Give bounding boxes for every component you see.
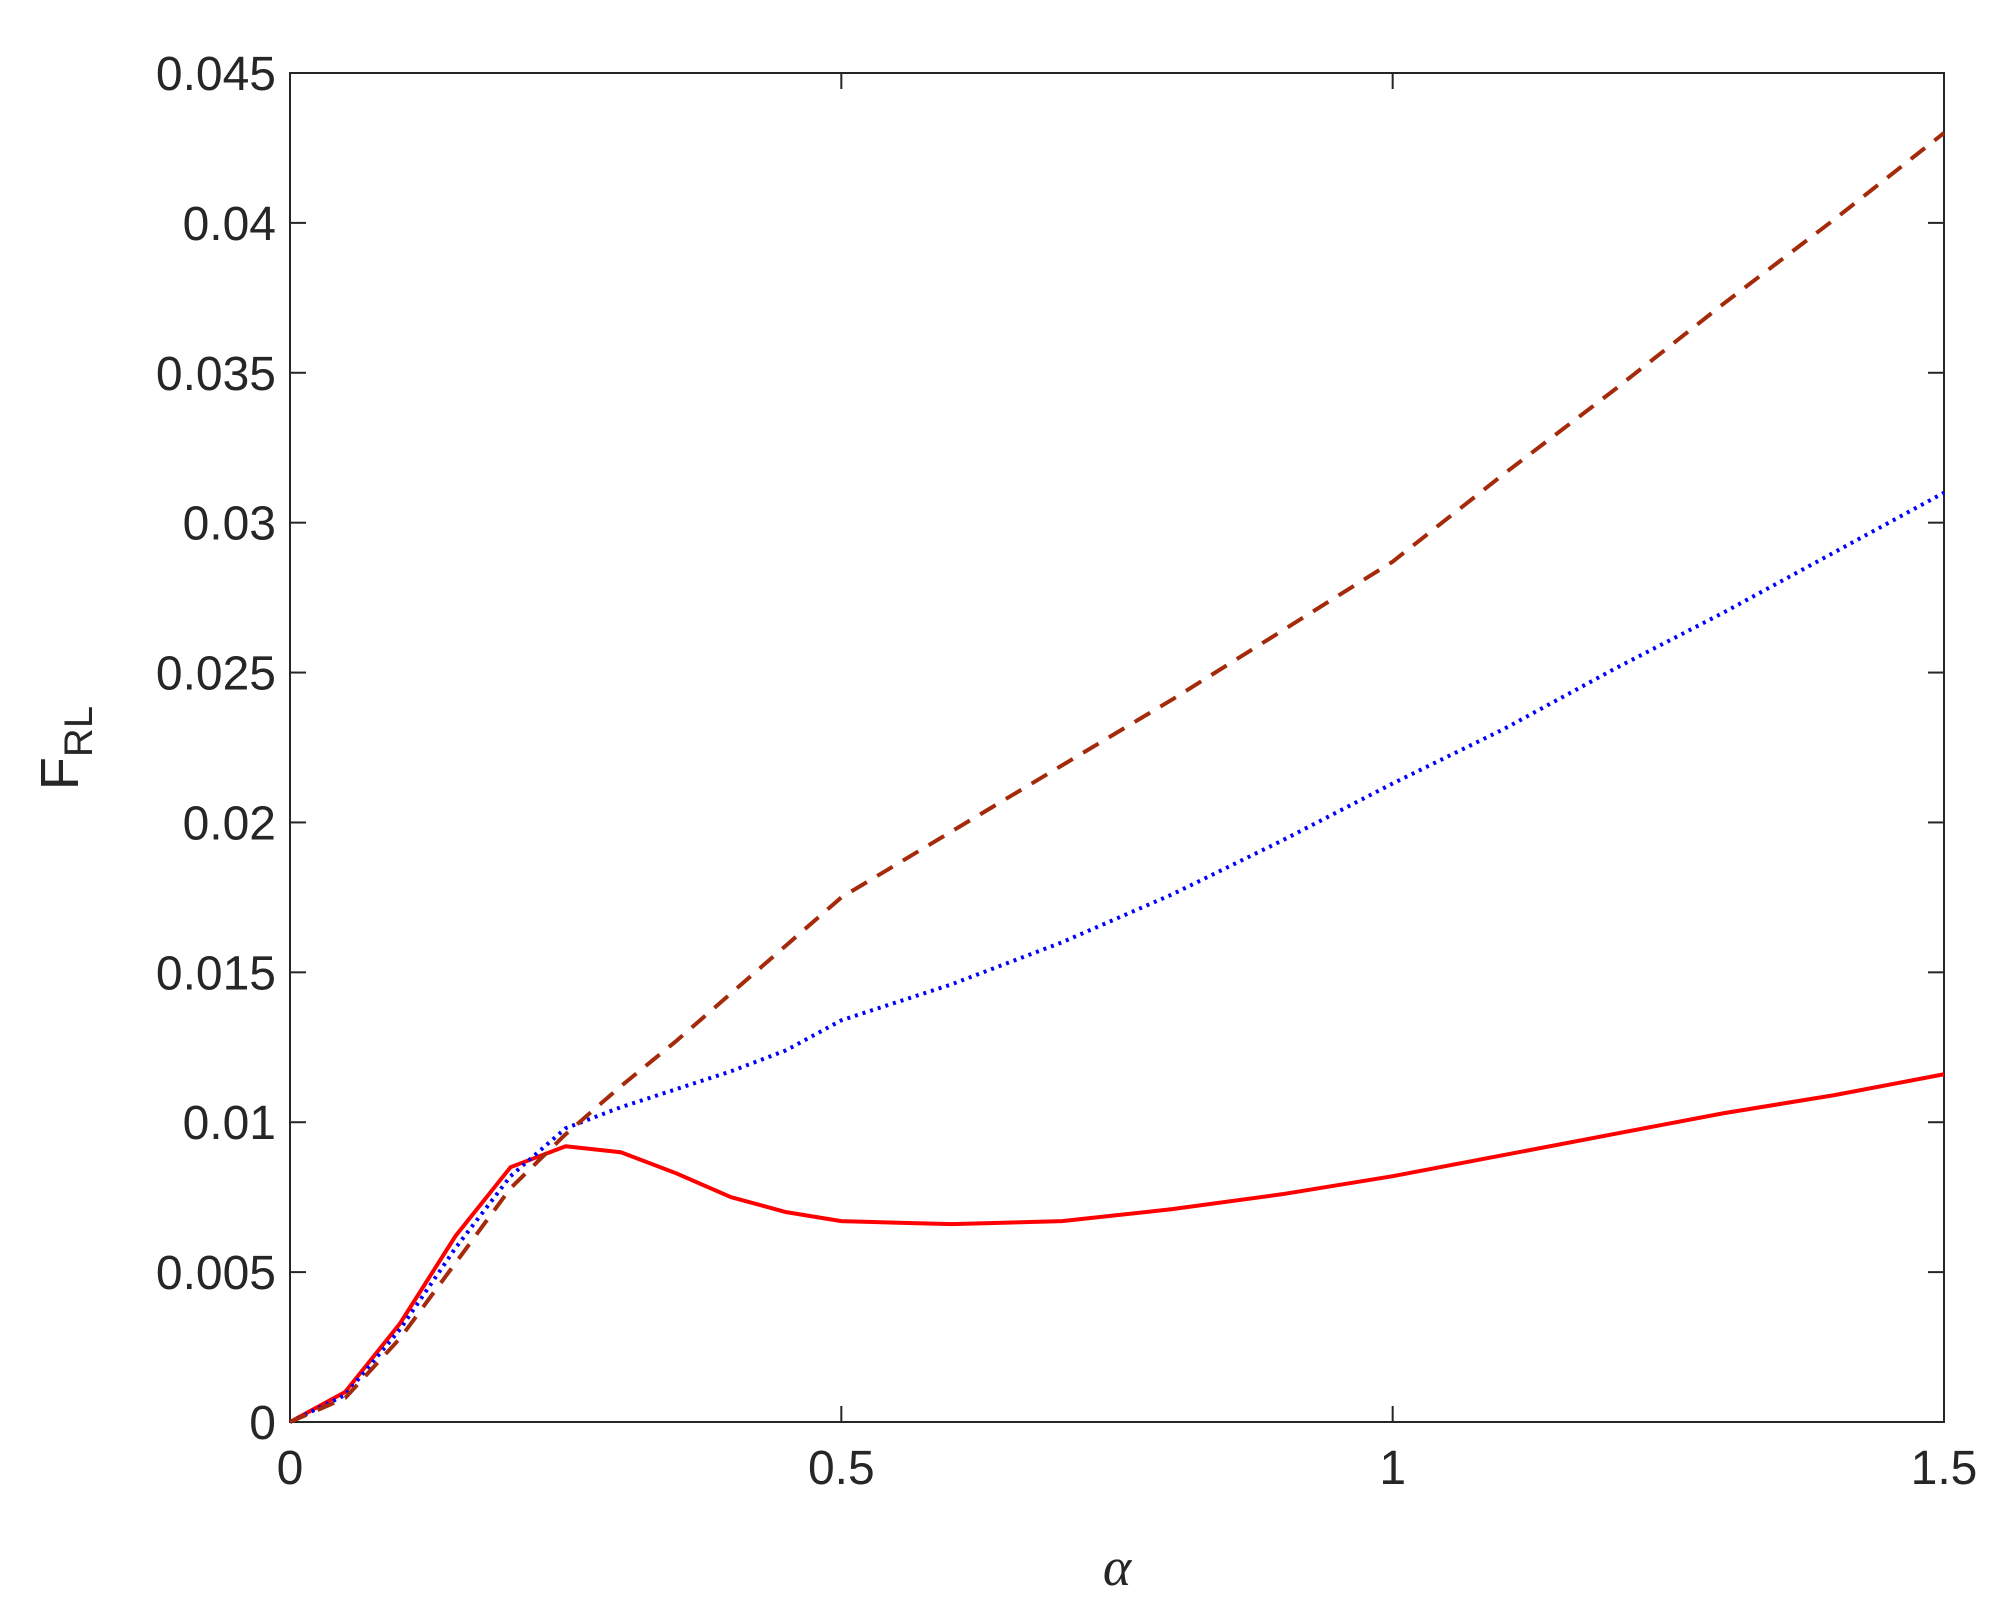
y-tick-label: 0.025 bbox=[156, 648, 276, 701]
series-line bbox=[289, 131, 1946, 1424]
x-tick-label: 1.5 bbox=[1911, 1442, 1978, 1495]
y-axis-title: FRL bbox=[30, 706, 101, 790]
y-tick-label: 0.005 bbox=[156, 1247, 276, 1300]
y-tick-label: 0.01 bbox=[183, 1097, 276, 1150]
y-tick-label: 0.02 bbox=[183, 797, 276, 850]
x-tick-label: 1 bbox=[1379, 1442, 1406, 1495]
y-label-subscript: RL bbox=[57, 706, 101, 757]
series-line bbox=[289, 490, 1945, 1424]
y-label: F bbox=[30, 757, 90, 790]
x-tick-label: 0 bbox=[277, 1442, 304, 1495]
y-tick-label: 0.03 bbox=[183, 498, 276, 551]
y-tick-label: 0.015 bbox=[156, 947, 276, 1000]
x-axis-title: α bbox=[1103, 1537, 1133, 1597]
y-tick-label: 0.035 bbox=[156, 348, 276, 401]
y-axis-title-main: FRL bbox=[30, 706, 101, 790]
series-line bbox=[289, 1072, 1945, 1424]
plot-frame bbox=[289, 72, 1945, 1423]
y-tick-label: 0.045 bbox=[156, 48, 276, 101]
y-tick-label: 0 bbox=[249, 1397, 276, 1450]
y-tick-label: 0.04 bbox=[183, 198, 276, 251]
x-tick-label: 0.5 bbox=[808, 1442, 875, 1495]
